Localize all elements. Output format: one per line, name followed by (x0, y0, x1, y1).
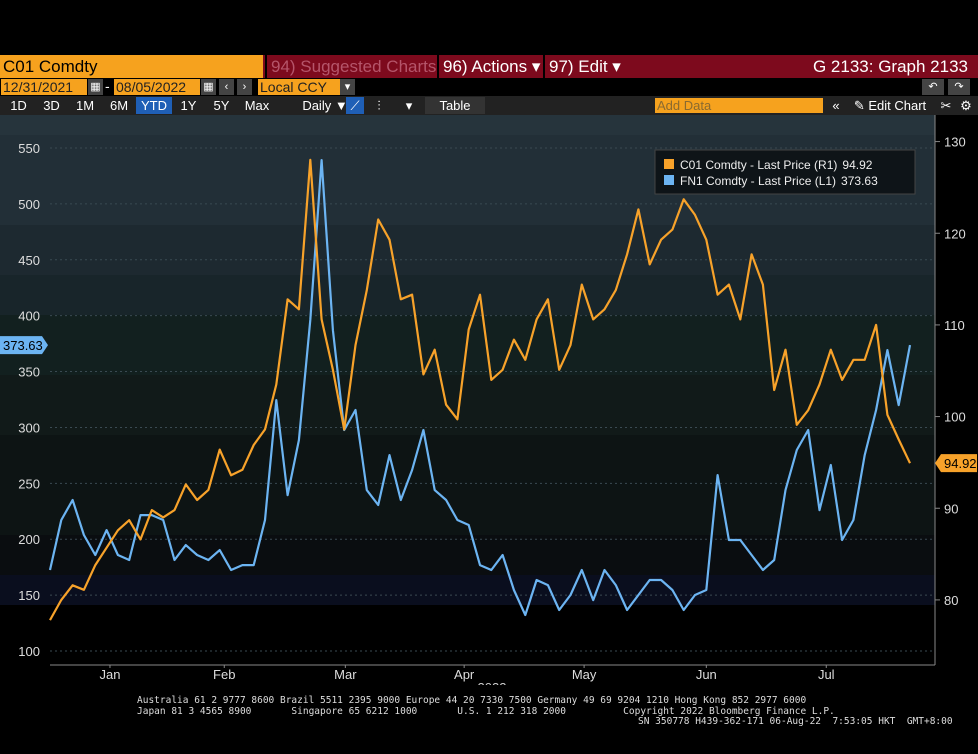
band (0, 275, 935, 315)
y-tick-label: 350 (18, 365, 40, 380)
legend-value: 94.92 (842, 158, 872, 172)
legend-name: C01 Comdty - Last Price (R1) (680, 158, 837, 172)
separator: - (105, 78, 110, 94)
y-tick-label: 150 (18, 588, 40, 603)
y2-tick-label: 110 (944, 318, 965, 333)
legend: C01 Comdty - Last Price (R1) 94.92 FN1 Com… (654, 149, 916, 195)
redo-button[interactable]: ↷ (948, 79, 970, 95)
x-tick-label: Jun (696, 667, 717, 682)
legend-entry: FN1 Comdty - Last Price (L1) 373.63 (680, 174, 878, 188)
add-data-input[interactable]: Add Data (655, 98, 823, 113)
calendar-button[interactable]: ▦ (201, 79, 216, 95)
band (0, 115, 935, 135)
period-button[interactable]: YTD (136, 97, 172, 114)
last-value-tag: 94.92 (935, 454, 977, 473)
last-value-label: 373.63 (3, 338, 43, 353)
footer-line: Australia 61 2 9777 8600 Brazil 5511 239… (137, 695, 807, 706)
security-field[interactable]: C01 Comdty (0, 55, 263, 78)
footer-line: SN 350778 H439-362-171 06-Aug-22 7:53:05… (638, 716, 953, 727)
y-tick-label: 300 (18, 420, 40, 435)
legend-box (654, 149, 916, 195)
x-axis-label: 2022 (478, 680, 507, 685)
graph-id: G 2133: Graph 2133 (812, 57, 968, 76)
y-tick-label: 450 (18, 253, 40, 268)
toolbar: Daily ▼ ⟋ ⫶ ▾ Table Add Data « ✎ Edit Ch… (0, 96, 978, 115)
legend-value: 373.63 (841, 174, 878, 188)
last-value-label: 94.92 (944, 456, 977, 471)
period-button[interactable]: 5Y (213, 98, 230, 113)
menu-item[interactable]: 96) Actions ▾ (437, 55, 543, 78)
x-tick-label: Jul (818, 667, 835, 682)
y2-tick-label: 100 (944, 410, 966, 425)
next-button[interactable]: › (237, 79, 252, 95)
x-tick-label: Jan (99, 667, 120, 682)
undo-button[interactable]: ↶ (922, 79, 944, 95)
tag-shape (935, 454, 977, 473)
y-tick-label: 400 (18, 309, 40, 324)
tag-shape (0, 336, 48, 355)
frequency-select[interactable]: Daily ▼ (302, 98, 348, 113)
band (0, 535, 935, 575)
chart: 2022 100 150 200 250 300 350 400 450 500 550 80 90 1… (0, 115, 977, 685)
x-tick-label: May (572, 667, 597, 682)
period-button[interactable]: 6M (109, 98, 129, 113)
end-date[interactable]: 08/05/2022 (114, 79, 200, 95)
start-date[interactable]: 12/31/2021 (1, 79, 87, 95)
line-icon[interactable]: ⟋ (346, 97, 364, 114)
y-tick-label: 250 (18, 476, 40, 491)
last-value-tag: 373.63 (0, 336, 48, 355)
currency-dropdown[interactable]: ▾ (340, 79, 355, 95)
period-button[interactable]: 1M (75, 98, 95, 113)
prev-button[interactable]: ‹ (219, 79, 234, 95)
x-tick-label: Apr (454, 667, 475, 682)
y-tick-label: 550 (18, 141, 40, 156)
calendar-button[interactable]: ▦ (88, 79, 103, 95)
menu-item[interactable]: 97) Edit ▾ (543, 55, 623, 78)
period-button[interactable]: 1Y (180, 98, 197, 113)
y2-tick-label: 90 (944, 501, 958, 516)
x-tick-label: Mar (334, 667, 357, 682)
series-line (49, 158, 911, 621)
band (0, 375, 935, 435)
y-tick-label: 500 (18, 197, 40, 212)
table-button[interactable]: Table (425, 97, 485, 114)
currency-select[interactable]: Local CCY (258, 79, 342, 95)
y-tick-label: 100 (18, 644, 40, 659)
band (0, 435, 935, 535)
series-line (48, 159, 912, 617)
collapse-icon[interactable]: « (832, 98, 840, 113)
y2-tick-label: 80 (944, 593, 958, 608)
menu-item[interactable]: 94) Suggested Charts (265, 55, 437, 78)
bar-icon[interactable]: ⫶ (377, 98, 381, 113)
band (0, 575, 935, 605)
y-tick-label: 200 (18, 532, 40, 547)
x-tick-label: Feb (213, 667, 235, 682)
title-bar: C01 Comdty 94) Suggested Charts 96) Acti… (0, 55, 978, 78)
range-bar: 12/31/2021 ▦ - 08/05/2022 ▦ ‹ › Local CC… (0, 78, 978, 96)
edit-chart-button[interactable]: ✎ Edit Chart (853, 98, 927, 113)
dropdown[interactable]: ▾ (405, 98, 413, 113)
period-button[interactable]: 1D (10, 98, 27, 113)
legend-swatch (664, 175, 674, 185)
period-button[interactable]: 3D (43, 98, 60, 113)
edit-chart-label: Edit Chart (868, 98, 927, 113)
legend-name: FN1 Comdty - Last Price (L1) (680, 174, 836, 188)
band (0, 605, 935, 665)
legend-swatch (664, 159, 674, 169)
y2-tick-label: 130 (944, 135, 966, 150)
footer-line: Japan 81 3 4565 8900 Singapore 65 6212 1… (137, 706, 835, 717)
period-button[interactable]: Max (244, 98, 270, 113)
band (0, 225, 935, 275)
pin-icon[interactable]: ✂ (940, 98, 952, 113)
settings-icon[interactable]: ⚙ (960, 98, 972, 113)
y2-tick-label: 120 (944, 226, 966, 241)
legend-entry: C01 Comdty - Last Price (R1) 94.92 (680, 158, 873, 172)
